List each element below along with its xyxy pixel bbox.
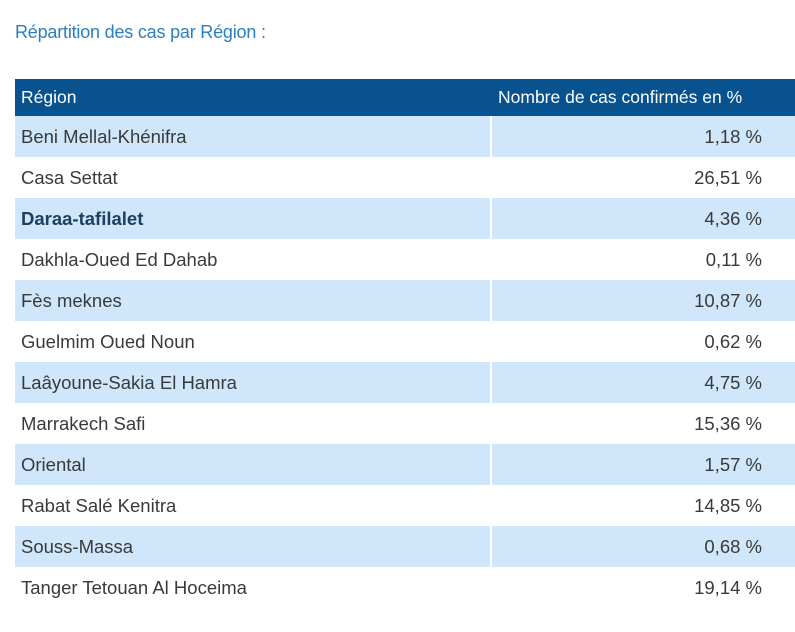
cell-region: Guelmim Oued Noun [15,321,491,362]
cell-region: Rabat Salé Kenitra [15,485,491,526]
cell-value: 1,57 % [490,444,795,485]
table-row: Beni Mellal-Khénifra 1,18 % [15,116,795,157]
table-row: Dakhla-Oued Ed Dahab 0,11 % [15,239,795,280]
header-region: Région [21,87,77,107]
cell-region: Souss-Massa [15,526,491,567]
cell-region: Tanger Tetouan Al Hoceima [15,567,491,608]
table-row: Marrakech Safi 15,36 % [15,403,795,444]
table-row: Rabat Salé Kenitra 14,85 % [15,485,795,526]
cell-value: 0,62 % [491,321,795,362]
cell-region: Casa Settat [15,157,491,198]
table-row: Guelmim Oued Noun 0,62 % [15,321,795,362]
cell-value: 15,36 % [491,403,795,444]
table-row: Laâyoune-Sakia El Hamra 4,75 % [15,362,795,403]
regions-table: Région Nombre de cas confirmés en % Beni… [15,79,795,608]
table-row: Fès meknes 10,87 % [15,280,795,321]
table-header-row: Région Nombre de cas confirmés en % [15,79,795,116]
cell-value: 19,14 % [491,567,795,608]
cell-region: Beni Mellal-Khénifra [15,116,491,157]
table-row: Souss-Massa 0,68 % [15,526,795,567]
cell-value: 1,18 % [490,116,795,157]
cell-value: 4,36 % [490,198,795,239]
table-row: Daraa-tafilalet 4,36 % [15,198,795,239]
cell-value: 0,68 % [490,526,795,567]
cell-region: Marrakech Safi [15,403,491,444]
cell-value: 26,51 % [491,157,795,198]
cell-value: 0,11 % [491,239,795,280]
cell-region: Fès meknes [15,280,491,321]
table-row: Oriental 1,57 % [15,444,795,485]
cell-value: 4,75 % [490,362,795,403]
table-row: Tanger Tetouan Al Hoceima 19,14 % [15,567,795,608]
cell-region: Daraa-tafilalet [15,198,491,239]
header-value: Nombre de cas confirmés en % [498,87,743,107]
table-row: Casa Settat 26,51 % [15,157,795,198]
cell-region: Dakhla-Oued Ed Dahab [15,239,491,280]
cell-region: Laâyoune-Sakia El Hamra [15,362,491,403]
cell-region: Oriental [15,444,491,485]
table-caption: Répartition des cas par Région : [15,22,266,42]
cell-value: 10,87 % [490,280,795,321]
cell-value: 14,85 % [491,485,795,526]
